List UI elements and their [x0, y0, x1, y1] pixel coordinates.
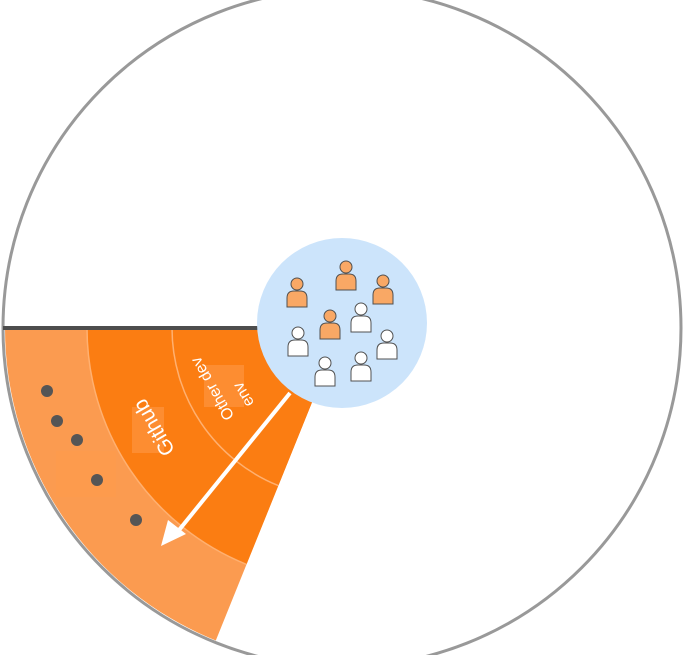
band-divider-arc	[86, 327, 247, 566]
person-icon	[335, 260, 357, 291]
person-icon	[314, 356, 336, 387]
dot	[71, 434, 83, 446]
arrow-shaft	[173, 391, 292, 537]
person-icon	[350, 302, 372, 333]
outward-arrow	[161, 391, 292, 546]
person-icon	[319, 309, 341, 340]
highlight-patch	[204, 365, 244, 407]
team-members	[286, 260, 398, 387]
person-icon	[287, 326, 309, 357]
dot	[51, 415, 63, 427]
person-icon	[372, 274, 394, 305]
dot	[91, 474, 103, 486]
person-icon	[350, 351, 372, 382]
band-divider-arc	[171, 327, 279, 487]
outer-band-dots	[41, 385, 142, 526]
highlight-patch	[132, 407, 164, 453]
dot	[41, 385, 53, 397]
dot	[130, 514, 142, 526]
arrow-head	[161, 520, 186, 546]
highlight-patch	[56, 451, 116, 497]
person-icon	[376, 329, 398, 360]
person-icon	[286, 277, 308, 308]
